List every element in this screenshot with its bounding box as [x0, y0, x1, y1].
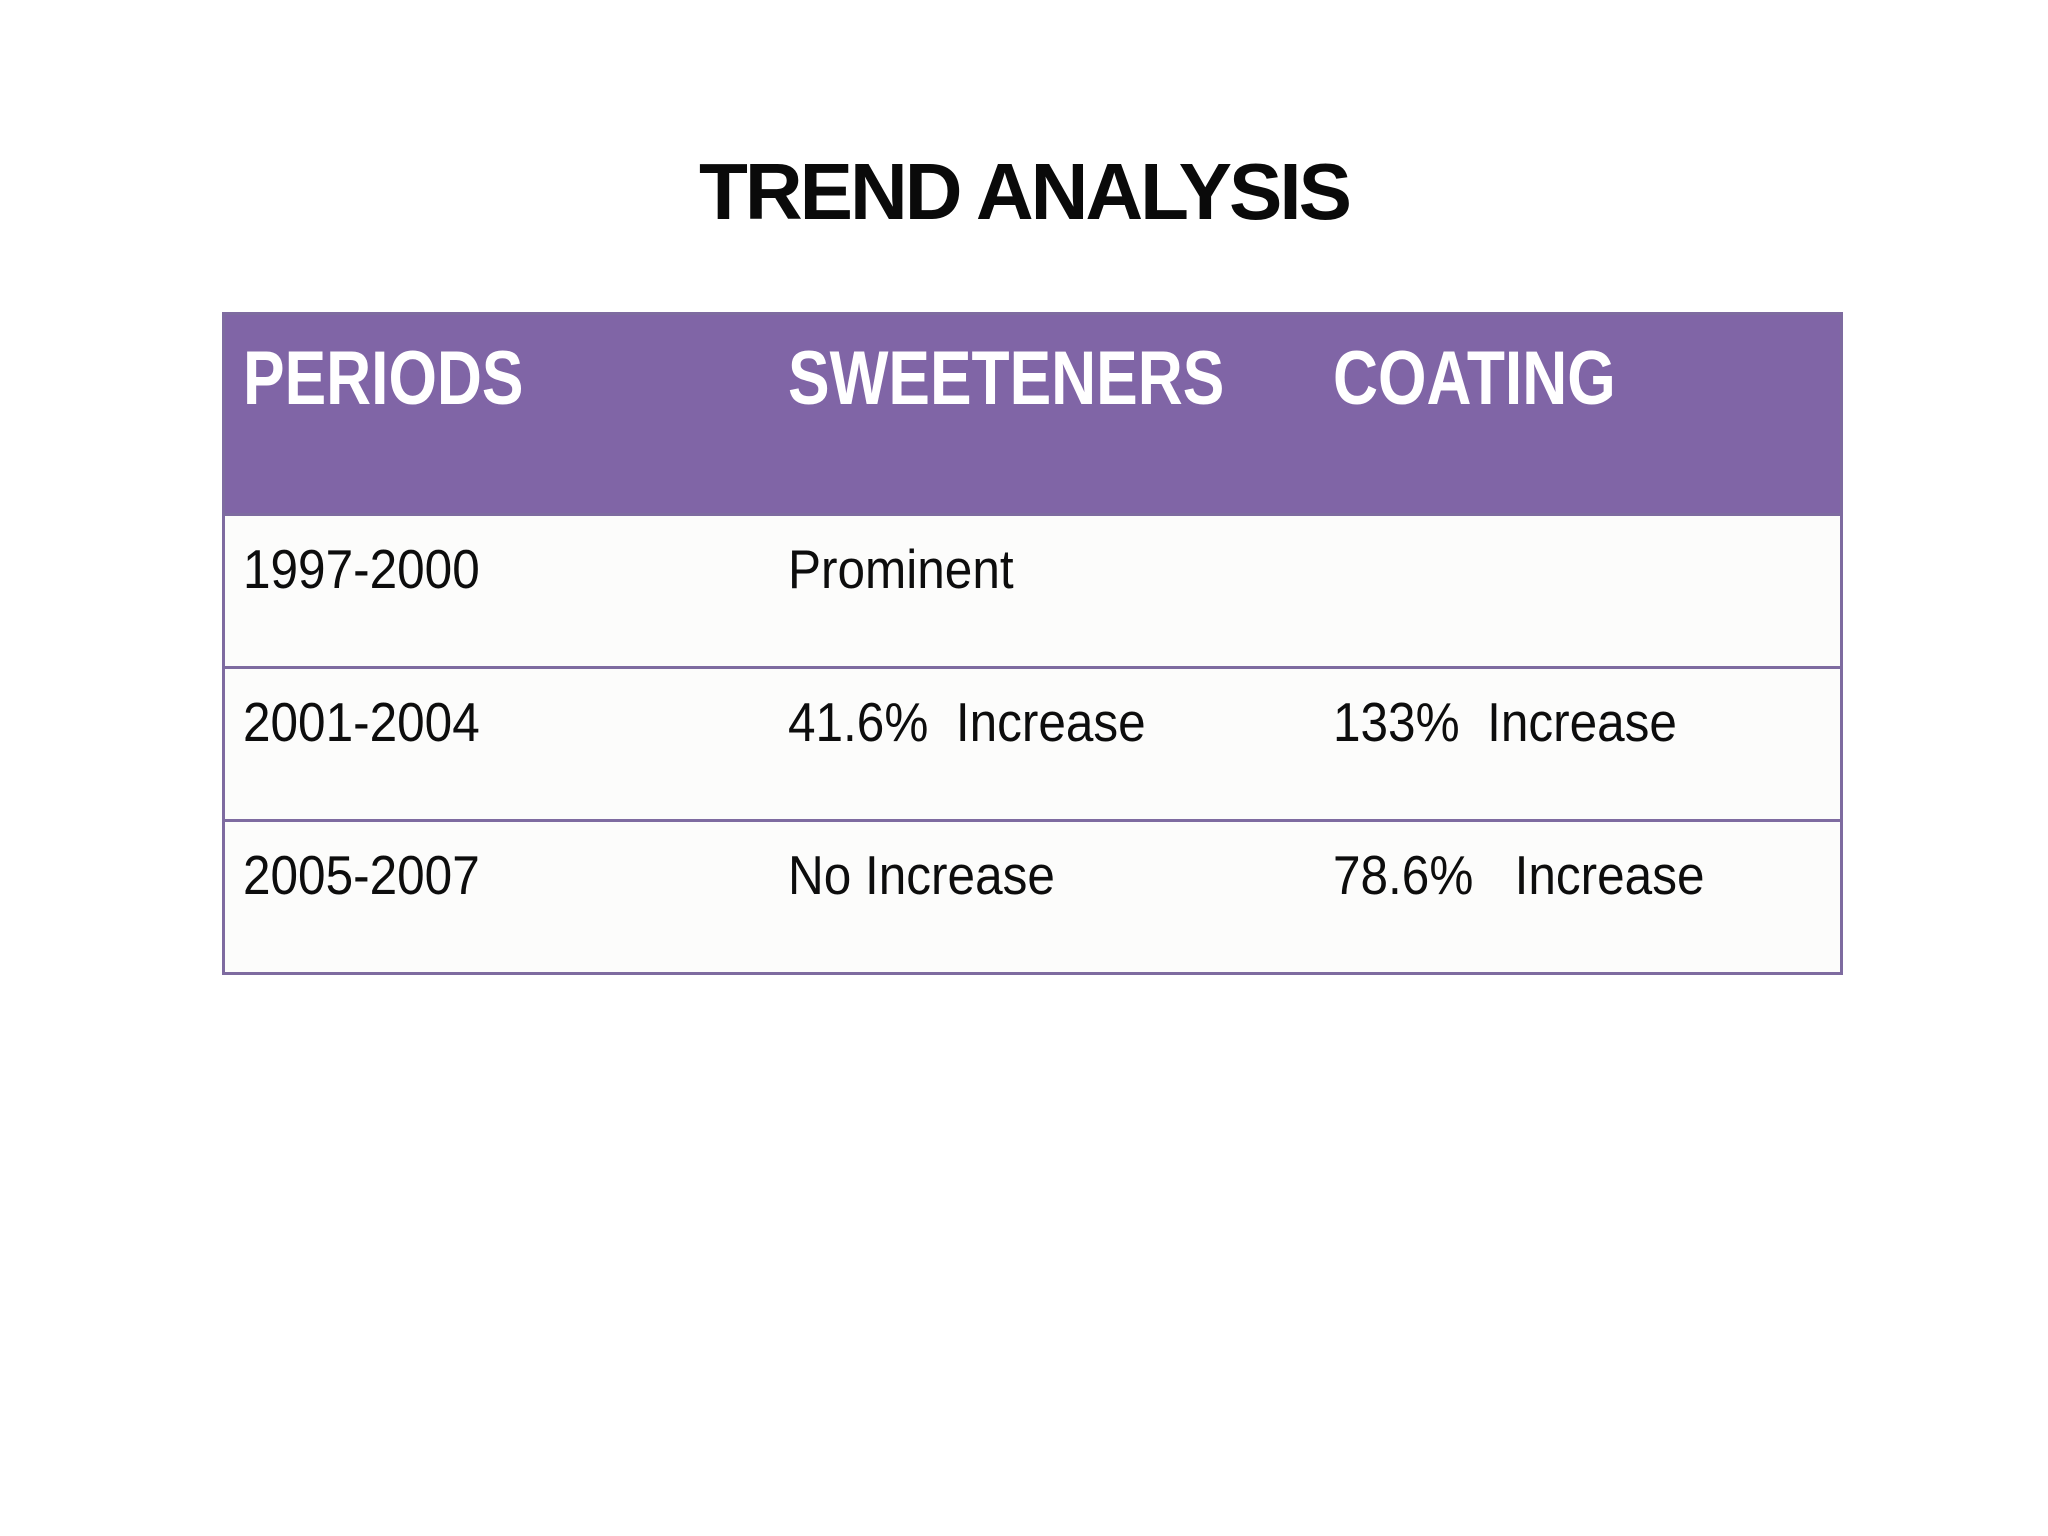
- coating-value: 133% Increase: [1333, 691, 1677, 753]
- period-value: 2005-2007: [243, 844, 480, 906]
- cell-period: 1997-2000: [225, 516, 770, 666]
- period-value: 2001-2004: [243, 691, 480, 753]
- period-value: 1997-2000: [243, 538, 480, 600]
- cell-coating: 78.6% Increase: [1315, 822, 1840, 972]
- cell-period: 2005-2007: [225, 822, 770, 972]
- cell-sweeteners: 41.6% Increase: [770, 669, 1315, 819]
- cell-sweeteners: Prominent: [770, 516, 1315, 666]
- cell-sweeteners: No Increase: [770, 822, 1315, 972]
- header-cell-coating: COATING: [1315, 315, 1840, 513]
- sweeteners-value: No Increase: [788, 844, 1055, 906]
- page-title: TREND ANALYSIS: [699, 147, 1352, 236]
- sweeteners-value: 41.6% Increase: [788, 691, 1146, 753]
- table-header-row: PERIODS SWEETENERS COATING: [225, 315, 1840, 513]
- header-cell-periods: PERIODS: [225, 315, 770, 513]
- cell-coating: [1315, 516, 1840, 666]
- cell-coating: 133% Increase: [1315, 669, 1840, 819]
- header-cell-sweeteners: SWEETENERS: [770, 315, 1315, 513]
- table-row: 1997-2000 Prominent: [225, 513, 1840, 666]
- cell-period: 2001-2004: [225, 669, 770, 819]
- coating-value: 78.6% Increase: [1333, 844, 1705, 906]
- header-label-coating: COATING: [1333, 336, 1616, 421]
- table-row: 2001-2004 41.6% Increase 133% Increase: [225, 666, 1840, 819]
- table-row: 2005-2007 No Increase 78.6% Increase: [225, 819, 1840, 972]
- trend-analysis-table: PERIODS SWEETENERS COATING 1997-2000 Pro…: [222, 312, 1843, 975]
- header-label-periods: PERIODS: [243, 336, 524, 421]
- sweeteners-value: Prominent: [788, 538, 1014, 600]
- header-label-sweeteners: SWEETENERS: [788, 336, 1225, 421]
